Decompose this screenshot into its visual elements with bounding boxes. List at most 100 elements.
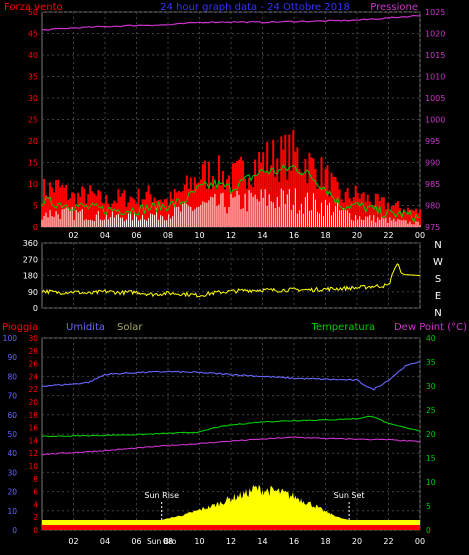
pressure-tick-label: 1025 <box>425 8 445 17</box>
time-tick-label: 18 <box>320 537 330 546</box>
direction-tick-label: 90 <box>28 288 38 297</box>
direction-tick-label: 0 <box>33 304 38 313</box>
pressure-tick-label: 980 <box>425 202 440 211</box>
time-tick-label: 16 <box>289 537 299 546</box>
compass-label: N <box>434 308 441 319</box>
left-temperature-tick-label: 4 <box>33 500 38 509</box>
time-tick-label: 22 <box>383 537 393 546</box>
time-tick-label: 08 <box>163 537 173 546</box>
time-tick-label: 18 <box>320 231 330 240</box>
right-temperature-tick-label: 0 <box>426 526 431 535</box>
rain-strip <box>42 525 420 530</box>
left-temperature-tick-label: 8 <box>33 475 38 484</box>
time-tick-label: 16 <box>289 231 299 240</box>
right-temperature-tick-label: 25 <box>426 406 436 415</box>
direction-tick-label: 270 <box>23 255 38 264</box>
pressure-tick-label: 1015 <box>425 51 445 60</box>
time-tick-label: 02 <box>68 537 78 546</box>
time-tick-label: 08 <box>163 231 173 240</box>
humidity-tick-label: 30 <box>7 468 17 477</box>
chart-title: 24 hour graph data - 24 Ottobre 2018 <box>160 2 350 13</box>
left-temperature-tick-label: 12 <box>28 449 38 458</box>
time-tick-label: 10 <box>194 231 204 240</box>
time-tick-label: 20 <box>352 537 362 546</box>
left-temperature-tick-label: 16 <box>28 424 38 433</box>
left-temperature-tick-label: 18 <box>28 411 38 420</box>
humidity-label: Umidita <box>66 322 105 333</box>
left-temperature-tick-label: 26 <box>28 360 38 369</box>
right-temperature-tick-label: 5 <box>426 502 431 511</box>
left-temperature-tick-label: 22 <box>28 385 38 394</box>
left-temperature-tick-label: 6 <box>33 488 38 497</box>
pressure-tick-label: 1005 <box>425 94 445 103</box>
humidity-tick-label: 40 <box>7 449 17 458</box>
wind-tick-label: 0 <box>33 223 38 232</box>
wind-tick-label: 15 <box>28 159 38 168</box>
compass-label: S <box>435 274 441 285</box>
temperature-line <box>41 415 421 438</box>
dewpoint-label: Dew Point (°C) <box>394 322 467 333</box>
time-tick-label: 04 <box>100 231 110 240</box>
left-temperature-tick-label: 24 <box>28 372 38 381</box>
wind-tick-label: 20 <box>28 137 38 146</box>
right-temperature-tick-label: 20 <box>426 430 436 439</box>
left-temperature-tick-label: 2 <box>33 513 38 522</box>
left-temperature-tick-label: 20 <box>28 398 38 407</box>
pressure-tick-label: 1010 <box>425 73 445 82</box>
wind-tick-label: 25 <box>28 116 38 125</box>
time-tick-label: 00 <box>415 537 425 546</box>
pressure-tick-label: 995 <box>425 137 440 146</box>
sun-set-label: Sun Set <box>334 491 365 500</box>
pressure-tick-label: 1020 <box>425 30 445 39</box>
time-tick-label: 14 <box>257 231 267 240</box>
compass-label: E <box>435 291 441 302</box>
wind-axis-title: Forza vento <box>4 2 63 13</box>
pressure-tick-label: 985 <box>425 180 440 189</box>
wind-tick-label: 10 <box>28 180 38 189</box>
pressure-line <box>41 14 420 31</box>
left-temperature-tick-label: 0 <box>33 526 38 535</box>
solar-radiation-area <box>161 484 350 520</box>
time-tick-label: 12 <box>226 537 236 546</box>
wind-tick-label: 45 <box>28 30 38 39</box>
right-temperature-tick-label: 10 <box>426 478 436 487</box>
pressure-tick-label: 975 <box>425 223 440 232</box>
left-temperature-tick-label: 30 <box>28 334 38 343</box>
temperature-label: Temperatura <box>310 322 375 333</box>
pressure-tick-label: 1000 <box>425 116 445 125</box>
wind-tick-label: 35 <box>28 73 38 82</box>
wind-tick-label: 30 <box>28 94 38 103</box>
time-tick-label: 04 <box>100 537 110 546</box>
wind-tick-label: 40 <box>28 51 38 60</box>
sun-rise-label: Sun Rise <box>144 491 179 500</box>
time-tick-label: 00 <box>415 231 425 240</box>
humidity-tick-label: 10 <box>7 507 17 516</box>
humidity-tick-label: 50 <box>7 430 17 439</box>
weather-panel: Pioggia Umidita Solar Temperatura Dew Po… <box>2 322 467 546</box>
humidity-line <box>42 361 421 391</box>
humidity-tick-label: 90 <box>7 353 17 362</box>
wind-tick-label: 5 <box>33 202 38 211</box>
pressure-axis-title: Pressione <box>370 2 418 13</box>
direction-tick-label: 360 <box>23 239 38 248</box>
pressure-tick-label: 990 <box>425 159 440 168</box>
time-tick-label: 06 <box>131 537 141 546</box>
compass-label: N <box>434 240 441 251</box>
time-tick-label: 20 <box>352 231 362 240</box>
wind-tick-label: 50 <box>28 8 38 17</box>
humidity-tick-label: 60 <box>7 411 17 420</box>
time-tick-label: 10 <box>194 537 204 546</box>
time-tick-label: 12 <box>226 231 236 240</box>
left-temperature-tick-label: 14 <box>28 436 38 445</box>
dewpoint-line <box>42 436 421 456</box>
time-tick-label: 02 <box>68 231 78 240</box>
right-temperature-tick-label: 35 <box>426 358 436 367</box>
rain-label: Pioggia <box>2 322 38 333</box>
time-tick-label: 06 <box>131 231 141 240</box>
humidity-tick-label: 80 <box>7 372 17 381</box>
wind-gust-line <box>41 163 421 224</box>
